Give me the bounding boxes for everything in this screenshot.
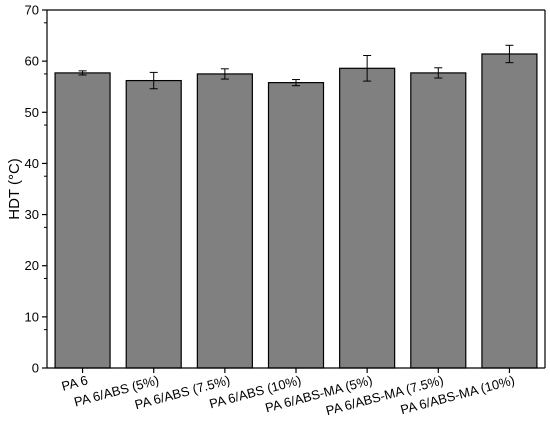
- y-tick-label: 40: [25, 156, 39, 171]
- bar: [54, 72, 111, 369]
- y-tick-label: 0: [32, 361, 39, 376]
- y-ticks-group: 0 10 20 30 40 50 60 70: [25, 3, 47, 376]
- y-axis-label: HDT (°C): [6, 158, 23, 220]
- bar: [125, 79, 182, 369]
- bar: [339, 67, 396, 369]
- y-tick-label: 30: [25, 207, 39, 222]
- axes-group: [46, 9, 546, 369]
- bar: [481, 53, 538, 369]
- bar: [410, 72, 467, 369]
- y-tick-label: 50: [25, 105, 39, 120]
- x-tick-label: PA 6: [60, 372, 89, 393]
- x-tick-labels-group: PA 6PA 6/ABS (5%)PA 6/ABS (7.5%)PA 6/ABS…: [60, 368, 516, 418]
- bar: [267, 82, 325, 369]
- bars-group: [54, 53, 538, 369]
- error-bars-group: [78, 44, 514, 90]
- y-tick-label: 10: [25, 309, 39, 324]
- y-tick-label: 20: [25, 258, 39, 273]
- bar: [196, 73, 253, 369]
- y-tick-label: 60: [25, 54, 39, 69]
- y-tick-label: 70: [25, 3, 39, 18]
